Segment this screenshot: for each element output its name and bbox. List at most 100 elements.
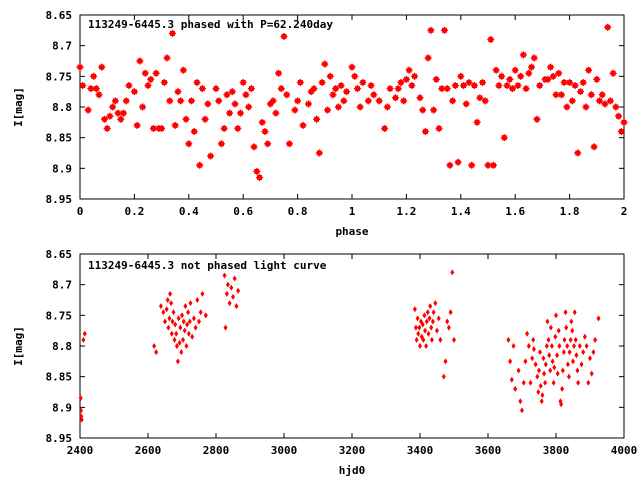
unphased-data-point	[547, 352, 552, 359]
unphased-data-point	[448, 309, 453, 316]
unphased-data-point	[545, 318, 550, 325]
unphased-data-point	[520, 407, 524, 414]
unphased-data-point	[430, 318, 435, 325]
phased-data-point	[525, 69, 533, 77]
phased-chart-title: 113249-6445.3 phased with P=62.240day	[88, 18, 333, 31]
phased-data-point	[517, 72, 525, 80]
unphased-x-tick-label: 2800	[203, 444, 230, 457]
phased-data-point	[522, 85, 530, 93]
unphased-data-point	[186, 309, 191, 316]
phased-data-point	[264, 140, 272, 148]
unphased-data-point	[530, 355, 535, 362]
phased-data-point	[446, 161, 454, 169]
unphased-x-tick-label: 3200	[339, 444, 366, 457]
unphased-data-point	[445, 318, 450, 325]
phased-data-point	[196, 161, 204, 169]
unphased-x-tick-label: 3600	[475, 444, 502, 457]
unphased-data-points	[78, 269, 601, 423]
unphased-data-point	[568, 336, 573, 343]
phased-data-point	[593, 75, 601, 83]
phased-data-point	[367, 82, 375, 90]
unphased-data-point	[557, 343, 562, 349]
phased-data-point	[182, 115, 190, 123]
unphased-data-point	[538, 349, 543, 356]
phased-data-point	[147, 75, 155, 83]
unphased-data-point	[429, 324, 434, 331]
phased-data-point	[596, 97, 604, 105]
phased-y-tick-label: 8.85	[46, 132, 73, 145]
unphased-x-tick-label: 3400	[407, 444, 434, 457]
unphased-data-point	[154, 349, 159, 356]
phased-data-point	[544, 75, 552, 83]
phased-data-point	[332, 85, 340, 93]
phased-data-point	[313, 115, 321, 123]
phased-data-point	[79, 82, 87, 90]
unphased-data-point	[421, 336, 426, 343]
phased-data-point	[299, 121, 307, 129]
unphased-data-point	[152, 343, 157, 349]
unphased-data-point	[175, 358, 180, 365]
phased-data-point	[130, 88, 138, 96]
phased-data-point	[604, 23, 612, 31]
phased-x-tick-label: 1.2	[396, 205, 416, 218]
phased-data-point	[381, 124, 389, 132]
phased-data-point	[226, 109, 234, 117]
unphased-data-point	[536, 389, 541, 395]
phased-data-point	[125, 82, 133, 90]
phased-data-point	[394, 85, 402, 93]
unphased-data-point	[508, 358, 513, 365]
unphased-data-point	[446, 324, 451, 331]
unphased-x-axis-label: hjd0	[339, 464, 366, 477]
unphased-data-point	[413, 324, 418, 331]
unphased-data-point	[546, 336, 551, 343]
unphased-data-point	[78, 395, 83, 402]
phased-data-point	[579, 78, 587, 86]
phased-data-point	[190, 128, 198, 136]
phased-data-point	[511, 66, 519, 74]
unphased-y-tick-label: 8.9	[52, 401, 72, 414]
phased-data-point	[217, 140, 225, 148]
phased-data-point	[506, 75, 514, 83]
unphased-data-point	[167, 315, 172, 322]
phased-data-point	[492, 66, 500, 74]
unphased-x-tick-label: 2600	[135, 444, 162, 457]
phased-data-point	[324, 106, 332, 114]
phased-data-point	[498, 72, 506, 80]
phased-data-point	[294, 97, 302, 105]
phased-data-point	[133, 121, 141, 129]
unphased-data-point	[533, 361, 538, 368]
phased-data-point	[163, 54, 171, 62]
unphased-data-point	[525, 330, 530, 337]
unphased-axis-ticks: 2400 2600 2800 3000 3200 3400 3600 3800 4000 8.65…	[46, 248, 638, 457]
unphased-data-point	[417, 324, 422, 331]
phased-data-point	[582, 103, 590, 111]
unphased-y-axis-label: I[mag]	[12, 326, 25, 366]
unphased-data-point	[197, 318, 201, 325]
phased-data-point	[291, 106, 299, 114]
unphased-data-point	[538, 382, 543, 389]
phased-data-point	[370, 91, 378, 99]
unphased-y-tick-label: 8.75	[46, 309, 73, 322]
phased-data-point	[245, 103, 253, 111]
phased-x-axis-label: phase	[335, 225, 368, 238]
unphased-data-point	[180, 312, 184, 319]
unphased-data-point	[184, 343, 189, 349]
phased-x-tick-label: 0.4	[179, 205, 199, 218]
unphased-data-point	[539, 398, 544, 405]
unphased-data-point	[564, 324, 569, 331]
phased-data-point	[470, 82, 478, 90]
unphased-data-point	[170, 318, 175, 325]
unphased-data-point	[183, 303, 188, 310]
phased-data-point	[185, 140, 193, 148]
unphased-data-point	[158, 303, 163, 310]
unphased-data-point	[513, 385, 518, 392]
phased-data-point	[171, 121, 179, 129]
unphased-data-point	[191, 315, 196, 322]
phased-data-point	[340, 97, 348, 105]
unphased-data-point	[531, 336, 536, 343]
phased-x-tick-label: 1.4	[451, 205, 471, 218]
unphased-data-point	[544, 343, 549, 349]
phased-data-point	[476, 94, 484, 102]
phased-data-point	[109, 103, 117, 111]
phased-data-point	[277, 85, 285, 93]
